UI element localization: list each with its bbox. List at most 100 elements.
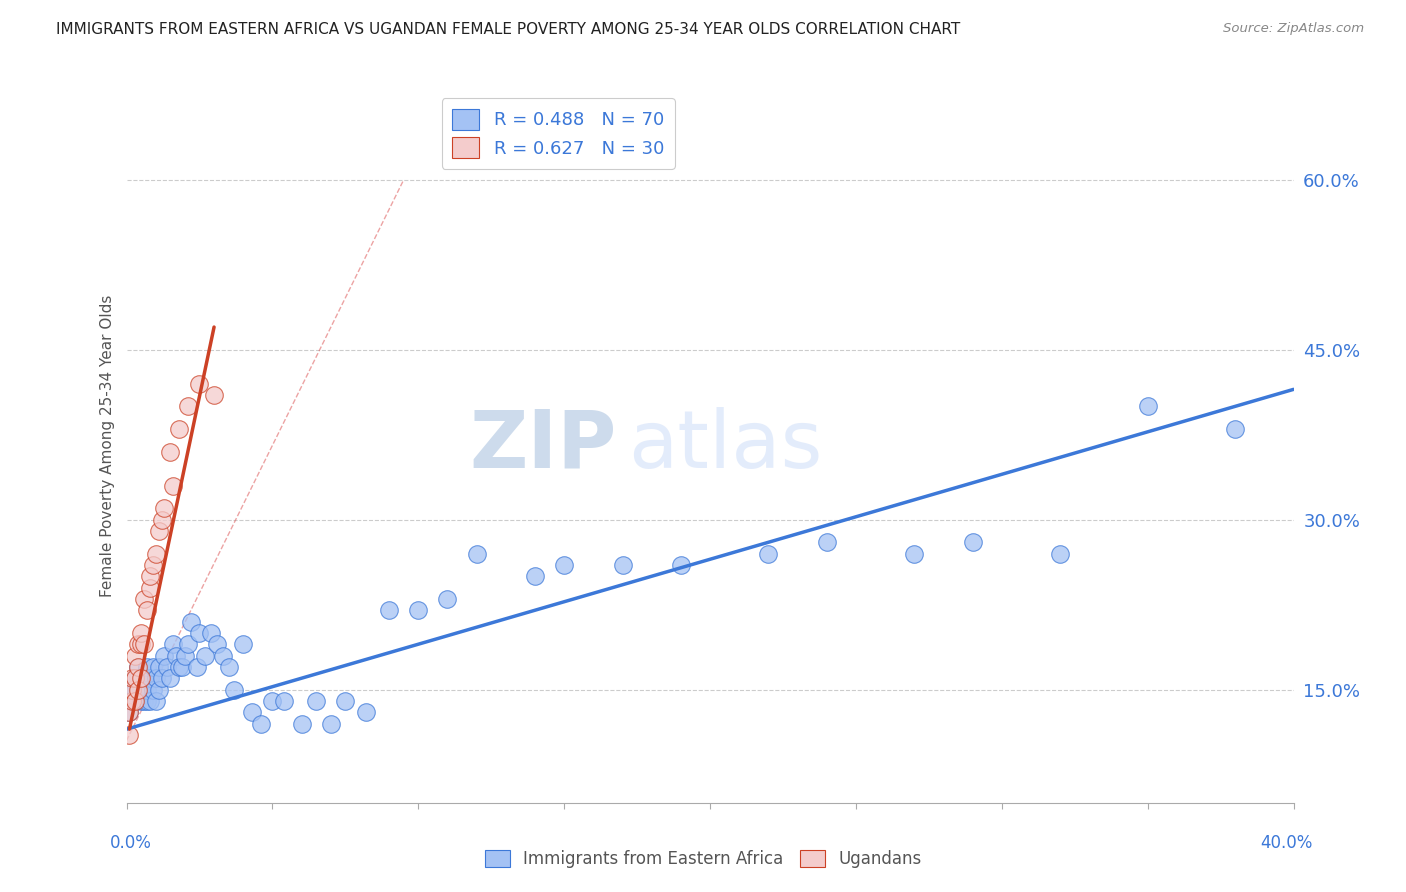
Point (129, 694, 152, 708)
Point (465, 547, 488, 561)
Point (211, 648, 233, 663)
Point (218, 660, 240, 674)
Point (136, 694, 159, 708)
Point (408, 603, 430, 617)
Point (121, 671, 143, 685)
Point (127, 660, 149, 674)
Point (378, 603, 401, 617)
Point (200, 626, 222, 640)
Point (127, 660, 149, 674)
Point (129, 682, 152, 697)
Point (132, 591, 155, 606)
Point (249, 716, 271, 731)
Legend: Immigrants from Eastern Africa, Ugandans: Immigrants from Eastern Africa, Ugandans (478, 843, 928, 875)
Point (240, 705, 263, 719)
Point (273, 694, 295, 708)
Point (186, 660, 208, 674)
Text: atlas: atlas (628, 407, 823, 485)
Point (1223, 422, 1246, 436)
Point (159, 671, 181, 685)
Legend: R = 0.488   N = 70, R = 0.627   N = 30: R = 0.488 N = 70, R = 0.627 N = 30 (441, 98, 675, 169)
Point (305, 694, 328, 708)
Point (156, 660, 179, 674)
Point (669, 558, 692, 572)
Point (290, 716, 312, 731)
Point (127, 671, 149, 685)
Point (142, 660, 165, 674)
Text: ZIP: ZIP (470, 407, 617, 485)
Point (262, 694, 284, 708)
Point (136, 682, 159, 697)
Point (121, 694, 143, 708)
Point (127, 682, 149, 697)
Point (202, 388, 225, 402)
Point (132, 682, 155, 697)
Point (145, 547, 167, 561)
Point (194, 648, 217, 663)
Y-axis label: Female Poverty Among 25-34 Year Olds: Female Poverty Among 25-34 Year Olds (100, 295, 115, 597)
Point (162, 637, 184, 651)
Point (165, 648, 187, 663)
Point (553, 558, 575, 572)
Point (124, 648, 146, 663)
Point (188, 626, 211, 640)
Point (148, 524, 170, 538)
Point (150, 671, 173, 685)
Point (167, 660, 190, 674)
Point (436, 591, 458, 606)
Point (129, 637, 152, 651)
Point (335, 694, 357, 708)
Point (121, 694, 143, 708)
Point (174, 648, 197, 663)
Point (962, 535, 984, 549)
Point (148, 660, 170, 674)
Point (153, 648, 176, 663)
Point (224, 682, 246, 697)
Point (132, 694, 155, 708)
Point (153, 501, 176, 516)
Point (124, 694, 146, 708)
Point (139, 581, 162, 595)
Point (136, 660, 159, 674)
Point (170, 660, 193, 674)
Point (145, 671, 167, 685)
Text: 0.0%: 0.0% (110, 834, 152, 852)
Point (124, 671, 146, 685)
Point (121, 682, 143, 697)
Point (118, 705, 141, 719)
Point (612, 558, 634, 572)
Point (124, 682, 146, 697)
Text: 40.0%: 40.0% (1260, 834, 1313, 852)
Point (177, 637, 200, 651)
Text: Source: ZipAtlas.com: Source: ZipAtlas.com (1223, 22, 1364, 36)
Point (124, 671, 146, 685)
Point (162, 478, 184, 492)
Point (127, 637, 149, 651)
Point (177, 400, 200, 414)
Point (142, 682, 165, 697)
Point (129, 671, 152, 685)
Point (139, 569, 162, 583)
Point (118, 705, 141, 719)
Point (148, 682, 170, 697)
Point (139, 694, 162, 708)
Point (756, 547, 779, 561)
Point (129, 671, 152, 685)
Point (132, 637, 155, 651)
Point (232, 637, 254, 651)
Point (188, 376, 211, 391)
Point (132, 671, 155, 685)
Point (139, 671, 162, 685)
Point (1136, 400, 1159, 414)
Point (1049, 547, 1071, 561)
Point (167, 422, 190, 436)
Point (118, 728, 141, 742)
Point (319, 716, 342, 731)
Point (136, 603, 159, 617)
Point (127, 682, 149, 697)
Point (815, 535, 838, 549)
Point (180, 615, 202, 629)
Point (129, 626, 152, 640)
Text: IMMIGRANTS FROM EASTERN AFRICA VS UGANDAN FEMALE POVERTY AMONG 25-34 YEAR OLDS C: IMMIGRANTS FROM EASTERN AFRICA VS UGANDA… (56, 22, 960, 37)
Point (145, 694, 167, 708)
